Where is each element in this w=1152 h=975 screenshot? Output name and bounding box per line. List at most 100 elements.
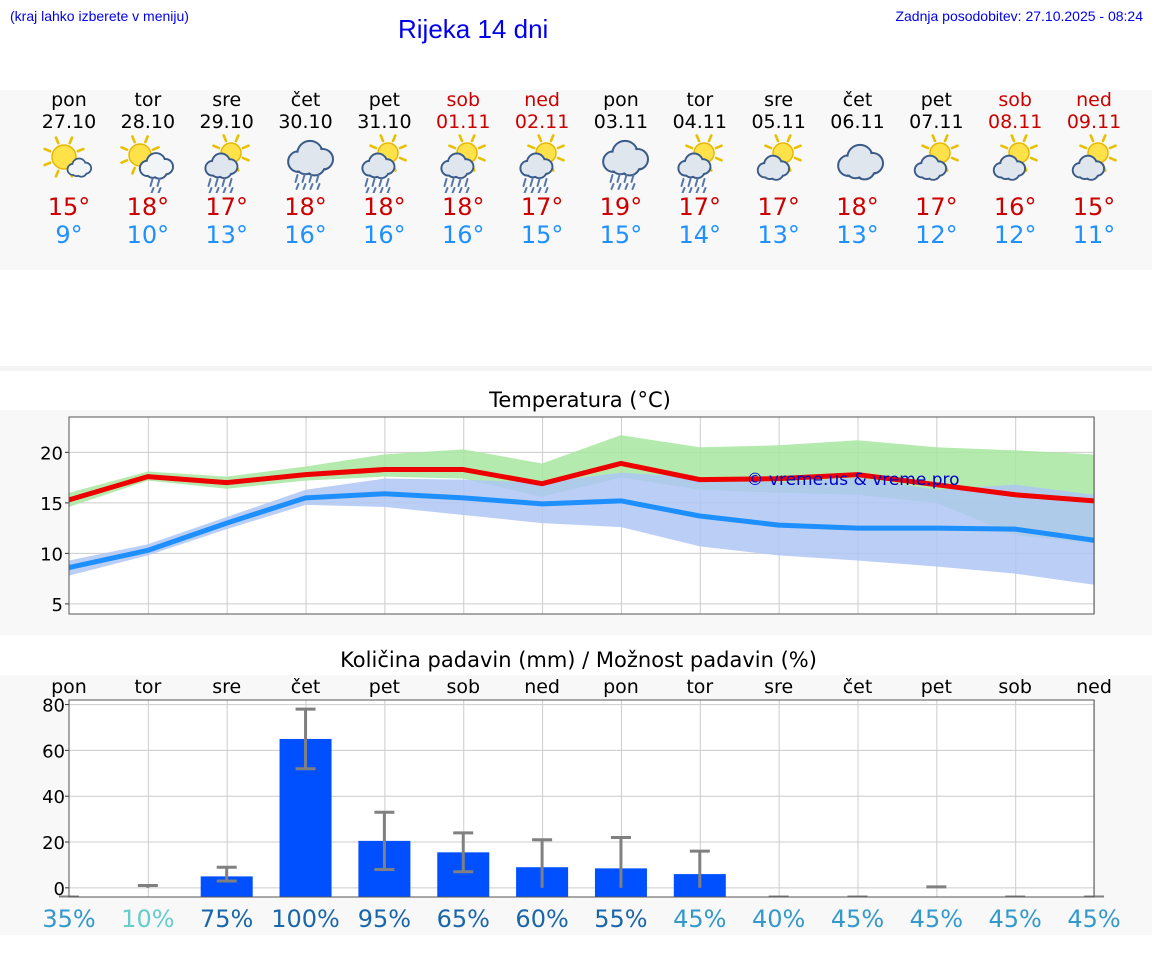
day-date: 27.10 xyxy=(41,111,97,133)
precip-error-bar xyxy=(610,835,631,888)
day-label: tor xyxy=(134,676,161,698)
temp-min: 13° xyxy=(205,221,248,249)
y-tick-label: 5 xyxy=(52,595,63,616)
plot-frame xyxy=(68,699,1095,898)
day-name: pon xyxy=(603,89,639,111)
precip-chance-label: 65% xyxy=(437,905,490,933)
temp-max: 18° xyxy=(126,193,170,221)
precip-chance-label: 45% xyxy=(910,905,963,933)
day-name: ned xyxy=(1076,89,1112,111)
day-forecast: sre 29.10 17° 13° xyxy=(187,89,266,249)
day-date: 03.11 xyxy=(593,111,649,133)
temperature-chart: 5 10 15 20 © vreme.us & vreme.pro xyxy=(40,416,1096,616)
y-tick-label: 0 xyxy=(54,879,65,900)
watermark: © vreme.us & vreme.pro xyxy=(746,470,959,490)
temp-min: 15° xyxy=(599,221,643,249)
temp-min: 16° xyxy=(363,221,406,249)
precip-error-bar xyxy=(453,831,474,874)
cloudy-icon xyxy=(818,133,897,193)
y-tick-label: 15 xyxy=(40,494,63,515)
day-name: sre xyxy=(212,89,242,111)
precip-error-bar xyxy=(926,885,947,889)
day-label: pet xyxy=(921,676,952,698)
partly-cloudy-icon xyxy=(897,133,976,193)
plot-area xyxy=(69,700,1094,897)
precip-chance-label: 45% xyxy=(673,905,726,933)
day-forecast: pet 07.11 17° 12° xyxy=(897,89,976,249)
temp-min: 13° xyxy=(757,221,800,249)
precipitation-chart: pon tor sre čet pet sob ned pon tor sre čet pet sob n… xyxy=(42,676,1121,933)
temp-min: 16° xyxy=(284,221,327,249)
y-tick-label: 40 xyxy=(42,787,65,808)
day-date: 08.11 xyxy=(987,111,1043,133)
day-date: 04.11 xyxy=(672,111,727,133)
temp-max: 17° xyxy=(678,193,722,221)
sun-cloud-light-rain-icon xyxy=(108,133,187,193)
partly-cloudy-icon xyxy=(739,133,818,193)
sun-cloud-rain-icon xyxy=(345,133,424,193)
day-date: 05.11 xyxy=(751,111,806,133)
day-date: 29.10 xyxy=(199,111,254,133)
last-update-text: Zadnja posodobitev: 27.10.2025 - 08:24 xyxy=(895,8,1143,24)
cloud-rain-icon xyxy=(266,133,345,193)
precip-chance-label: 45% xyxy=(831,905,884,933)
sun-cloud-rain-icon xyxy=(503,133,582,193)
day-forecast: pon 27.10 15° 9° xyxy=(30,89,109,249)
day-label: tor xyxy=(686,676,713,698)
precip-chance-label: 60% xyxy=(515,905,568,933)
temp-max: 15° xyxy=(47,193,91,221)
precip-error-bar xyxy=(689,849,710,888)
day-forecast: pon 03.11 19° 15° xyxy=(581,89,660,249)
partly-cloudy-icon xyxy=(1055,133,1134,193)
day-forecast: tor 04.11 17° 14° xyxy=(660,89,739,249)
temp-max: 17° xyxy=(520,193,564,221)
precip-error-bar xyxy=(374,810,395,872)
temp-min: 11° xyxy=(1072,221,1116,249)
partly-cloudy-icon xyxy=(976,133,1055,193)
precip-chance-label: 95% xyxy=(358,905,411,933)
min-temp-line xyxy=(68,491,1095,570)
temperature-chart-title: Temperatura (°C) xyxy=(489,388,671,412)
temp-min: 10° xyxy=(126,221,170,249)
precip-error-bar xyxy=(137,884,158,888)
day-forecast: tor 28.10 18° 10° xyxy=(108,89,187,249)
sun-cloud-rain-icon xyxy=(660,133,739,193)
day-forecast: sre 05.11 17° 13° xyxy=(739,89,818,249)
day-date: 06.11 xyxy=(830,111,885,133)
section-divider xyxy=(0,366,1152,371)
day-forecast: pet 31.10 18° 16° xyxy=(345,89,424,249)
precip-chance-label: 10% xyxy=(121,905,174,933)
day-label: ned xyxy=(1076,676,1112,698)
temp-min: 14° xyxy=(678,221,722,249)
day-name: pon xyxy=(51,89,87,111)
day-label: čet xyxy=(291,676,321,698)
max-temp-line xyxy=(68,460,1095,504)
day-date: 30.10 xyxy=(278,111,333,133)
day-date: 01.11 xyxy=(436,111,491,133)
temp-max: 17° xyxy=(915,193,958,221)
page-title: Rijeka 14 dni xyxy=(398,14,549,44)
precip-chance-label: 100% xyxy=(271,905,340,933)
precip-error-bar xyxy=(295,707,316,771)
day-forecast: ned 02.11 17° 15° xyxy=(503,89,582,249)
day-date: 07.11 xyxy=(909,111,964,133)
day-label: pon xyxy=(603,676,639,698)
temp-min: 12° xyxy=(993,221,1037,249)
precipitation-chart-title: Količina padavin (mm) / Možnost padavin … xyxy=(340,648,817,672)
day-name: ned xyxy=(524,89,560,111)
y-tick-label: 60 xyxy=(42,741,65,762)
precip-error-bar xyxy=(532,838,553,888)
precip-chance-label: 40% xyxy=(752,905,805,933)
y-tick-label: 80 xyxy=(42,696,65,717)
plot-frame xyxy=(68,416,1095,615)
day-name: čet xyxy=(842,89,873,111)
temp-max: 17° xyxy=(757,193,800,221)
temp-min: 16° xyxy=(441,221,485,249)
precip-error-bar xyxy=(216,865,237,883)
sun-cloud-rain-icon xyxy=(187,133,266,193)
precip-chance-label: 35% xyxy=(42,905,95,933)
cloud-rain-icon xyxy=(581,133,660,193)
day-date: 31.10 xyxy=(357,111,412,133)
day-date: 28.10 xyxy=(120,111,176,133)
y-tick-label: 20 xyxy=(40,443,63,464)
